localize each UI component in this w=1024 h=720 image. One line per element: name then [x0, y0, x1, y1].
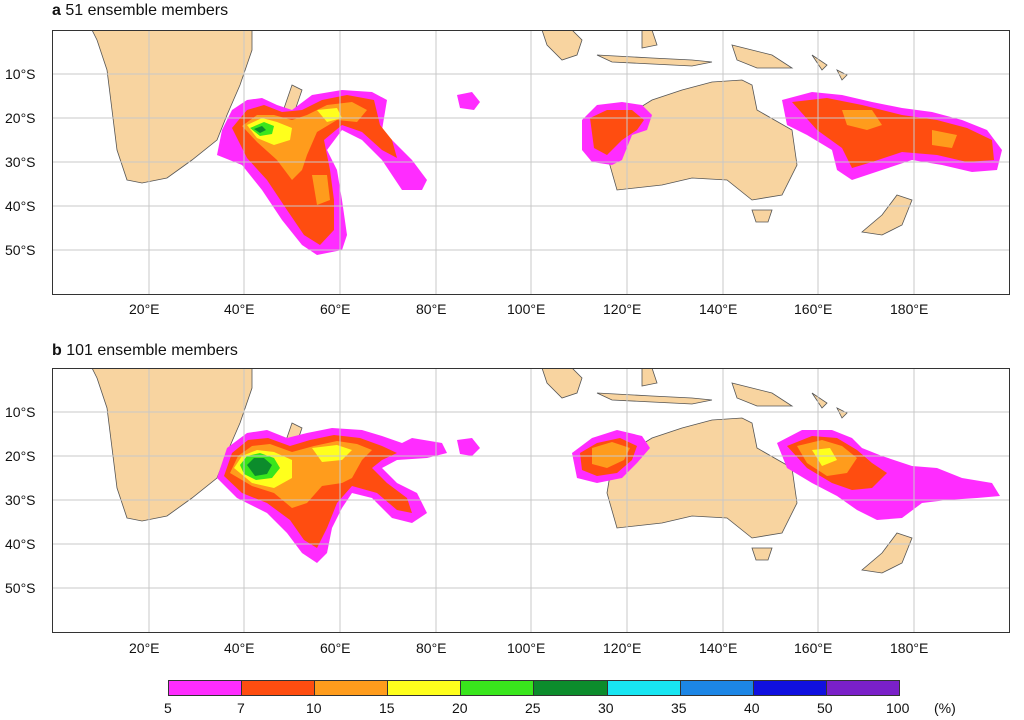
contour-7-a-c — [792, 98, 994, 168]
lon-label: 40°E — [224, 301, 255, 317]
lon-label: 40°E — [224, 640, 255, 656]
contour-5-b-b — [457, 438, 480, 456]
newguinea-b — [731, 382, 794, 407]
newguinea-a — [731, 44, 794, 69]
contour-5-a-b — [457, 92, 480, 110]
colorbar-unit: (%) — [934, 700, 956, 716]
colorbar-label: 35 — [671, 700, 687, 716]
lon-label: 160°E — [794, 301, 833, 317]
panel-a-letter: a — [52, 2, 61, 19]
prob-contours-b — [217, 428, 1000, 563]
indochina-a — [541, 30, 583, 61]
lat-label: 40°S — [5, 536, 36, 552]
lat-label: 30°S — [5, 492, 36, 508]
pacific-islands-a — [811, 54, 848, 81]
lon-label: 60°E — [320, 301, 351, 317]
colorbar-label: 20 — [452, 700, 468, 716]
lon-label: 120°E — [603, 301, 642, 317]
lat-label: 40°S — [5, 198, 36, 214]
contour-25-a — [254, 126, 266, 133]
africa-a — [91, 30, 253, 184]
colorbar — [168, 680, 900, 696]
colorbar-bin — [753, 681, 827, 695]
colorbar-label: 40 — [744, 700, 760, 716]
panel-a-title: a 51 ensemble members — [52, 2, 228, 20]
colorbar-bin — [461, 681, 535, 695]
lon-label: 140°E — [699, 301, 738, 317]
lon-label: 180°E — [890, 640, 929, 656]
borneo-a — [641, 30, 658, 49]
lon-label: 180°E — [890, 301, 929, 317]
africa-b — [91, 368, 253, 522]
contour-10-b-b — [592, 442, 630, 468]
colorbar-bin — [169, 681, 243, 695]
colorbar-bin — [315, 681, 389, 695]
lon-label: 80°E — [416, 301, 447, 317]
lat-label: 50°S — [5, 242, 36, 258]
lon-label: 160°E — [794, 640, 833, 656]
australia-a — [606, 79, 798, 201]
lon-label: 80°E — [416, 640, 447, 656]
panel-b-letter: b — [52, 342, 62, 359]
indochina-b — [541, 368, 583, 399]
contour-7-a-b — [590, 110, 644, 155]
newzealand-a — [861, 194, 913, 236]
colorbar-label: 25 — [525, 700, 541, 716]
colorbar-label: 15 — [379, 700, 395, 716]
colorbar-bin — [388, 681, 462, 695]
panel-a-text: 51 ensemble members — [65, 2, 229, 19]
indonesia-a — [596, 54, 713, 67]
tasmania-b — [751, 547, 773, 561]
lat-label: 20°S — [5, 110, 36, 126]
grid-b — [52, 368, 1010, 633]
contour-25-b — [247, 458, 272, 476]
lon-label: 60°E — [320, 640, 351, 656]
colorbar-label: 50 — [817, 700, 833, 716]
pacific-islands-b — [811, 392, 848, 419]
borneo-b — [641, 368, 658, 387]
colorbar-label: 10 — [306, 700, 322, 716]
lon-label: 20°E — [129, 301, 160, 317]
lon-label: 100°E — [507, 640, 546, 656]
contour-10-a-b — [312, 175, 330, 205]
newzealand-b — [861, 532, 913, 574]
lat-label: 50°S — [5, 580, 36, 596]
lat-label: 10°S — [5, 404, 36, 420]
contour-10-a-c — [842, 110, 957, 148]
colorbar-bin — [534, 681, 608, 695]
lon-label: 20°E — [129, 640, 160, 656]
colorbar-bin — [242, 681, 316, 695]
map-panel-b — [52, 368, 1010, 633]
panel-b-text: 101 ensemble members — [66, 342, 238, 359]
land-masses-b — [91, 368, 913, 574]
colorbar-bin — [607, 681, 681, 695]
colorbar-label: 100 — [886, 700, 910, 716]
colorbar-label: 7 — [237, 700, 245, 716]
lat-label: 30°S — [5, 154, 36, 170]
lon-label: 100°E — [507, 301, 546, 317]
colorbar-label: 5 — [164, 700, 172, 716]
colorbar-bin — [680, 681, 754, 695]
contour-15-b-b — [312, 445, 352, 462]
lon-label: 120°E — [603, 640, 642, 656]
indonesia-b — [596, 392, 713, 405]
panel-b-title: b 101 ensemble members — [52, 342, 238, 360]
australia-b — [606, 417, 798, 539]
prob-contours-a — [217, 90, 1002, 255]
lon-label: 140°E — [699, 640, 738, 656]
map-panel-a — [52, 30, 1010, 295]
lat-label: 10°S — [5, 66, 36, 82]
tasmania-a — [751, 209, 773, 223]
colorbar-bin — [826, 681, 899, 695]
lat-label: 20°S — [5, 448, 36, 464]
colorbar-label: 30 — [598, 700, 614, 716]
land-masses-a — [91, 30, 913, 236]
grid-a — [52, 30, 1010, 295]
